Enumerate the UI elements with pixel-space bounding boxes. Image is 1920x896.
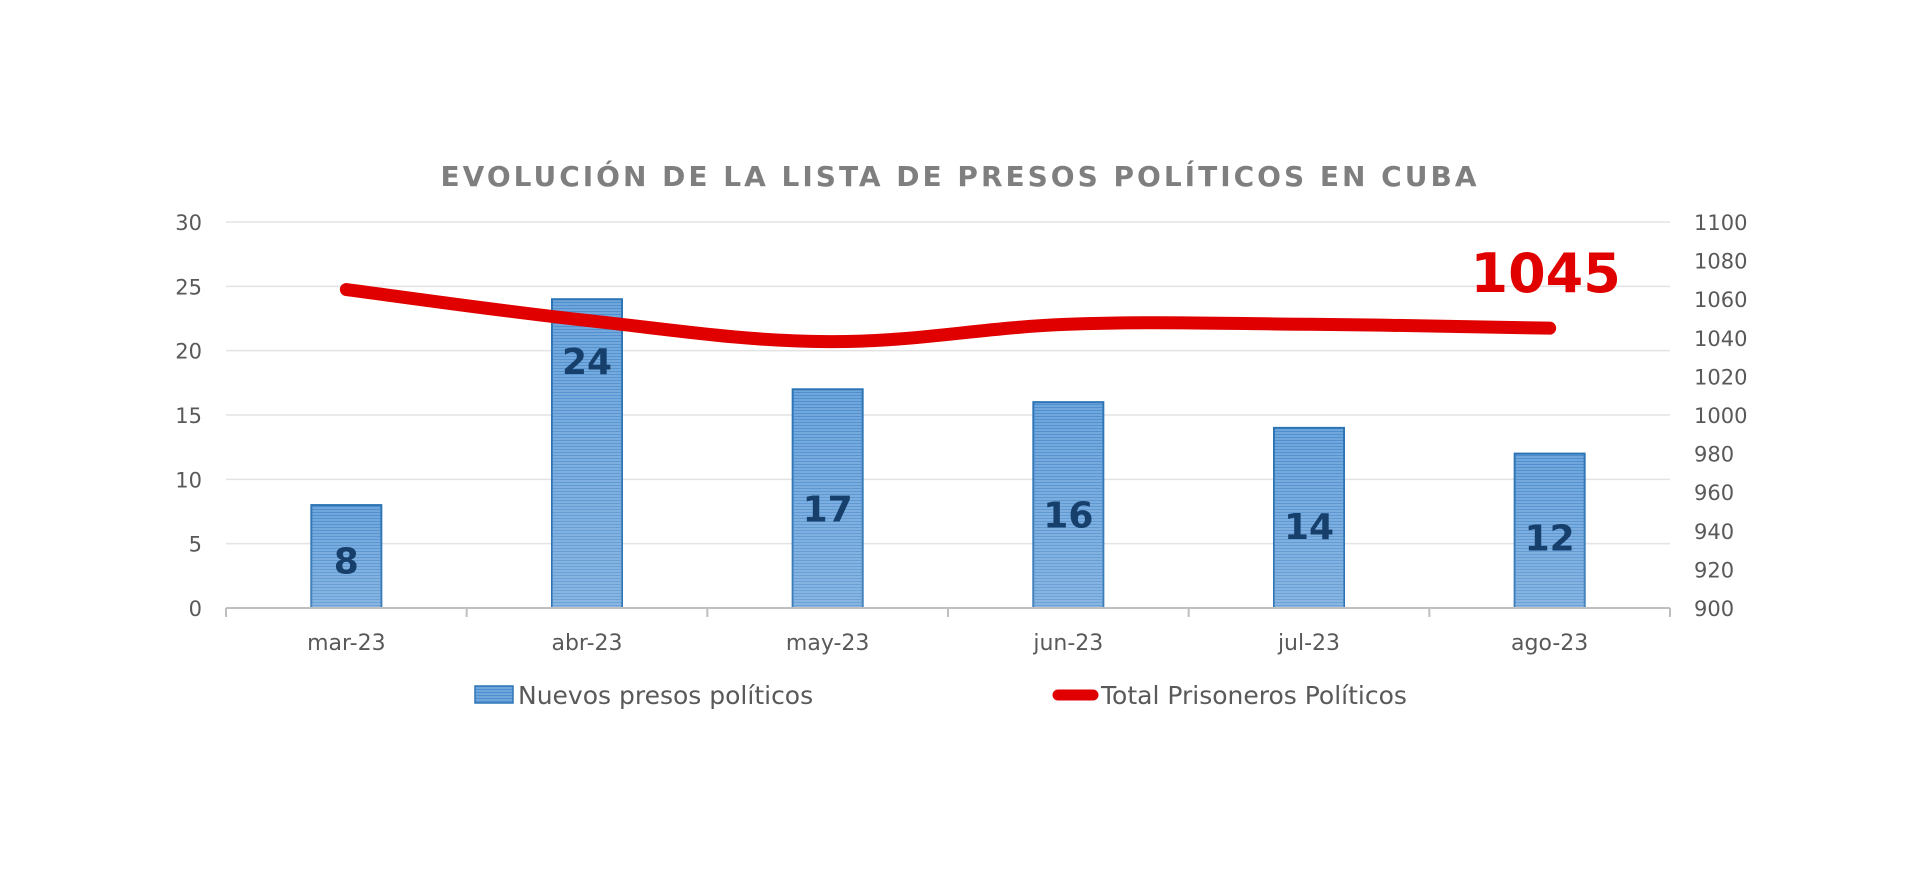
y-right-tick-label: 960 bbox=[1694, 481, 1734, 505]
bar-shade bbox=[792, 389, 863, 608]
y-right-tick-label: 900 bbox=[1694, 597, 1734, 621]
bar-data-label: 17 bbox=[803, 490, 853, 531]
line-series bbox=[339, 283, 1557, 349]
y-left-tick-label: 5 bbox=[189, 533, 202, 557]
legend-item-bars[interactable]: Nuevos presos políticos bbox=[474, 681, 813, 710]
y-right-tick-label: 1080 bbox=[1694, 250, 1747, 274]
x-tick-label: may-23 bbox=[786, 631, 869, 656]
bar-shade bbox=[1274, 427, 1344, 608]
y-left-tick-label: 10 bbox=[175, 468, 202, 492]
y-left-tick-label: 0 bbox=[189, 597, 202, 621]
y-right-tick-label: 940 bbox=[1694, 520, 1734, 544]
data-labels: 8 24 17 16 14 12 1045 bbox=[334, 242, 1621, 583]
y-right-tick-label: 1060 bbox=[1694, 288, 1747, 312]
x-tick-label: jun-23 bbox=[1032, 631, 1103, 656]
y-right-tick-label: 980 bbox=[1694, 443, 1734, 467]
x-tick-label: ago-23 bbox=[1511, 631, 1588, 656]
bar-shade bbox=[1033, 402, 1104, 608]
bar-data-label: 14 bbox=[1284, 507, 1334, 548]
bar-data-label: 8 bbox=[334, 542, 359, 583]
bar-data-label: 12 bbox=[1525, 519, 1575, 560]
bar-shade bbox=[552, 299, 622, 608]
bar-shade bbox=[1514, 453, 1585, 608]
gridlines bbox=[226, 221, 1670, 545]
legend: Nuevos presos políticos Total Prisoneros… bbox=[474, 681, 1407, 710]
y-right-tick-label: 920 bbox=[1694, 558, 1734, 582]
x-axis: mar-23 abr-23 may-23 jun-23 jul-23 ago-23 bbox=[225, 607, 1671, 656]
bar-data-label: 24 bbox=[562, 342, 612, 383]
y-right-tick-label: 1000 bbox=[1694, 404, 1747, 428]
bar-data-label: 16 bbox=[1043, 495, 1093, 536]
y-left-tick-label: 15 bbox=[175, 404, 202, 428]
total-line bbox=[339, 283, 1557, 349]
x-tick-label: abr-23 bbox=[551, 631, 622, 656]
y-left-tick-label: 30 bbox=[175, 211, 202, 235]
y-right-tick-label: 1020 bbox=[1694, 365, 1747, 389]
x-tick-label: mar-23 bbox=[307, 631, 385, 656]
y-right-tick-label: 1040 bbox=[1694, 327, 1747, 351]
y-right-tick-label: 1100 bbox=[1694, 211, 1747, 235]
total-callout-label: 1045 bbox=[1471, 242, 1621, 305]
y-axis-left: 0 5 10 15 20 25 30 bbox=[175, 211, 202, 621]
legend-label-line: Total Prisoneros Políticos bbox=[1100, 681, 1407, 710]
y-left-tick-label: 25 bbox=[175, 275, 202, 299]
bar-shade bbox=[311, 505, 382, 608]
y-axis-right: 900 920 940 960 980 1000 1020 1040 1060 1080 1100 bbox=[1694, 211, 1747, 621]
x-tick-label: jul-23 bbox=[1277, 631, 1340, 656]
legend-label-bars: Nuevos presos políticos bbox=[518, 681, 813, 710]
legend-swatch-bars bbox=[474, 685, 514, 704]
chart-title: EVOLUCIÓN DE LA LISTA DE PRESOS POLÍTICO… bbox=[441, 159, 1480, 193]
y-left-tick-label: 20 bbox=[175, 340, 202, 364]
legend-item-line[interactable]: Total Prisoneros Políticos bbox=[1052, 681, 1407, 710]
bar-series bbox=[310, 298, 1586, 610]
